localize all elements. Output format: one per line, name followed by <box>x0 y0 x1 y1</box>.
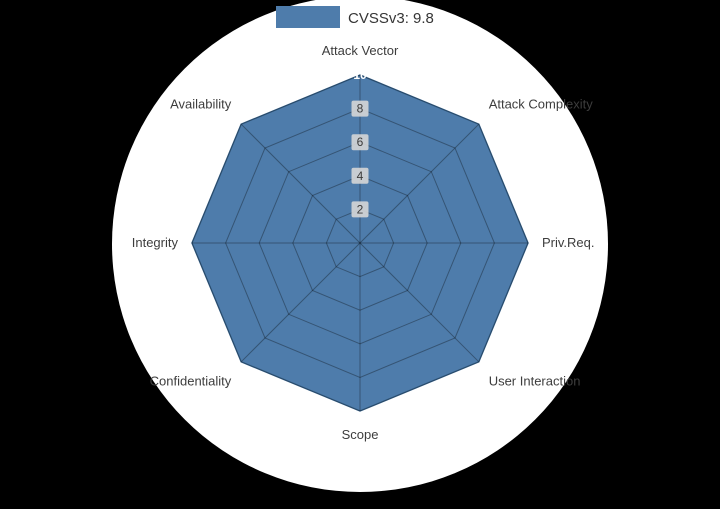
axis-label-integrity: Integrity <box>132 235 179 250</box>
data-polygon-cvssv3 <box>191 74 529 412</box>
grid-spoke <box>240 123 361 244</box>
axis-label-user-interaction: User Interaction <box>489 374 581 389</box>
axis-label-confidentiality: Confidentiality <box>150 374 232 389</box>
radial-tick-box <box>351 167 369 184</box>
grid-spoke <box>240 242 361 363</box>
grid-ring <box>258 141 462 345</box>
radial-tick-label: 2 <box>357 202 364 216</box>
radial-tick-box <box>351 100 369 117</box>
axis-label-attack-complexity: Attack Complexity <box>489 96 594 111</box>
radial-tick-label: 10 <box>353 68 367 82</box>
radial-tick-box <box>351 134 369 151</box>
grid-ring <box>191 74 529 412</box>
radial-tick-box <box>351 201 369 218</box>
grid-spoke <box>359 123 480 244</box>
grid-spoke <box>359 242 480 363</box>
radial-tick-label: 6 <box>357 135 364 149</box>
legend-swatch <box>276 6 340 28</box>
axis-label-availability: Availability <box>170 96 232 111</box>
grid-ring <box>292 175 428 311</box>
radial-tick-label: 8 <box>357 102 364 116</box>
axis-label-scope: Scope <box>342 427 379 442</box>
grid-ring <box>325 208 395 278</box>
axis-label-attack-vector: Attack Vector <box>322 43 399 58</box>
axis-label-priv-req: Priv.Req. <box>542 235 595 250</box>
grid-ring <box>225 108 495 378</box>
radial-tick-label: 4 <box>357 169 364 183</box>
legend-label: CVSSv3: 9.8 <box>348 10 434 27</box>
